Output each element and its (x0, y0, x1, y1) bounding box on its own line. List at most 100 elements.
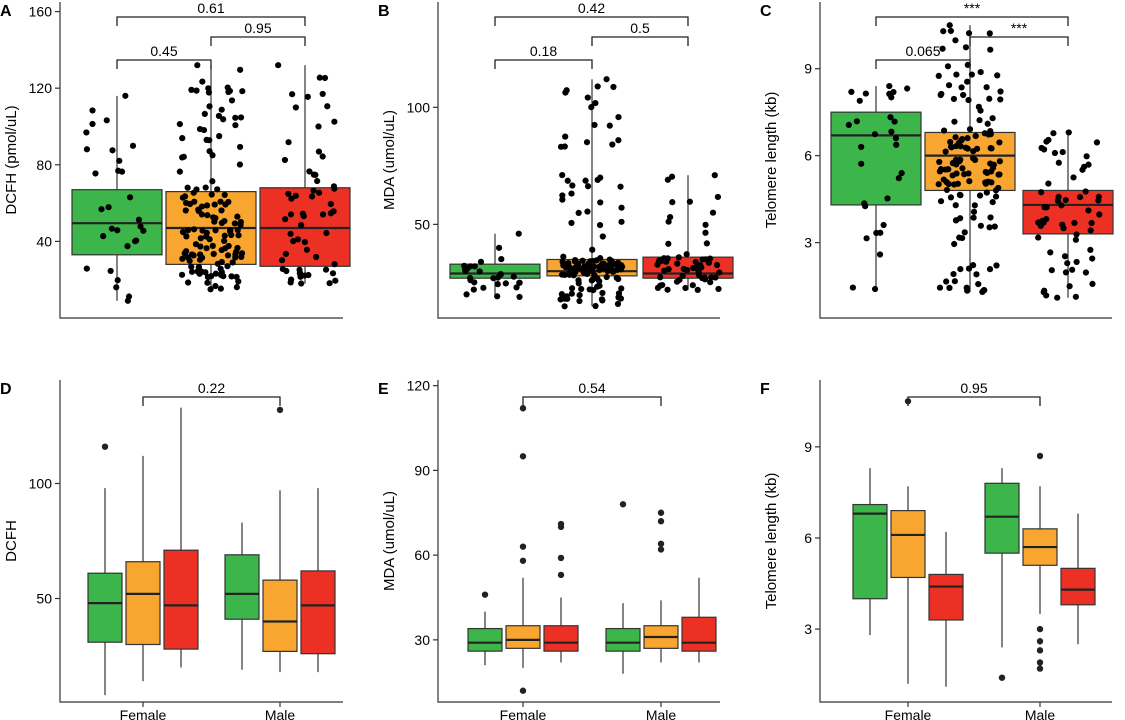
data-point (983, 84, 990, 91)
data-point (886, 90, 893, 97)
data-point (618, 218, 625, 225)
data-point (331, 261, 338, 268)
box-high (928, 531, 964, 687)
data-point (590, 257, 597, 265)
data-point (950, 95, 958, 103)
data-point (952, 37, 959, 44)
x-tick-label: Male (1025, 707, 1056, 720)
data-point (966, 126, 974, 133)
data-point (196, 251, 204, 258)
data-point (89, 107, 96, 114)
data-point (588, 104, 595, 111)
box-body (505, 625, 541, 649)
data-point (603, 273, 610, 281)
data-point (92, 170, 99, 177)
outlier-point (1036, 625, 1044, 633)
data-point (599, 233, 606, 240)
data-point (322, 266, 330, 273)
data-point (610, 83, 617, 91)
data-point (180, 153, 187, 160)
panel-B: 50 100 MDA (umol/uL) B 0.18 0.5 0.42 (378, 0, 734, 319)
panel-letter: D (0, 381, 12, 398)
data-point (853, 118, 860, 125)
outlier-point (481, 591, 489, 598)
data-point (594, 83, 601, 90)
data-point (987, 131, 994, 138)
data-point (951, 240, 958, 248)
data-point (989, 199, 996, 206)
data-point (564, 261, 571, 268)
y-tick-label: 90 (414, 462, 430, 478)
data-point (940, 176, 947, 183)
p-value-label: 0.54 (578, 380, 605, 396)
data-point (987, 214, 994, 221)
data-point (332, 277, 339, 284)
box-high (1022, 129, 1114, 301)
data-point (228, 97, 236, 104)
panel-E: 30 60 90 120 MDA (umol/uL) E Female Male 0.54 (378, 378, 720, 720)
comparison-bracket: 0.95 (210, 20, 306, 46)
data-point (306, 168, 313, 175)
data-point (1055, 193, 1062, 200)
comparison-bracket: 0.54 (522, 380, 662, 406)
data-point (1054, 294, 1061, 301)
data-point (973, 145, 981, 152)
data-point (586, 286, 593, 293)
data-point (221, 217, 228, 225)
data-point (977, 222, 984, 229)
data-point (609, 141, 616, 148)
bracket-line (969, 36, 1069, 46)
data-point (596, 221, 604, 229)
data-point (330, 183, 338, 190)
data-point (584, 183, 592, 190)
outlier-point (101, 443, 109, 450)
data-point (935, 181, 942, 188)
data-point (886, 82, 893, 90)
data-point (327, 210, 334, 217)
data-point (204, 212, 211, 219)
data-point (203, 202, 211, 209)
data-point (115, 167, 122, 174)
box-mid (262, 406, 298, 673)
data-point (315, 123, 322, 130)
data-point (232, 254, 239, 261)
data-point (602, 265, 609, 272)
data-point (892, 135, 900, 142)
data-point (1085, 161, 1092, 168)
data-point (283, 267, 290, 275)
data-point (1073, 258, 1080, 266)
data-point (218, 272, 225, 279)
bracket-line (522, 396, 662, 406)
data-point (287, 230, 294, 237)
box-mid (643, 509, 679, 663)
data-point (954, 180, 962, 187)
data-point (893, 141, 900, 148)
data-point (591, 121, 598, 129)
data-point (615, 275, 622, 283)
data-point (184, 227, 192, 234)
data-point (940, 127, 948, 134)
data-point (201, 110, 208, 117)
data-point (290, 238, 297, 245)
axis-lines (819, 2, 1112, 319)
data-point (116, 157, 123, 164)
data-point (211, 201, 218, 208)
data-point (957, 265, 964, 273)
data-point (329, 270, 337, 277)
data-point (210, 214, 217, 221)
outlier-point (1036, 647, 1044, 654)
data-point (278, 257, 286, 264)
data-point (217, 285, 224, 292)
y-tick-label: 40 (36, 233, 52, 249)
data-point (1062, 269, 1070, 276)
data-point (1072, 236, 1079, 243)
data-point (983, 189, 990, 196)
data-point (659, 281, 666, 289)
data-point (887, 114, 894, 121)
box-body (852, 503, 888, 600)
data-point (1072, 293, 1079, 300)
bracket-line (875, 59, 971, 69)
bracket-line (907, 396, 1041, 406)
data-point (596, 282, 603, 289)
